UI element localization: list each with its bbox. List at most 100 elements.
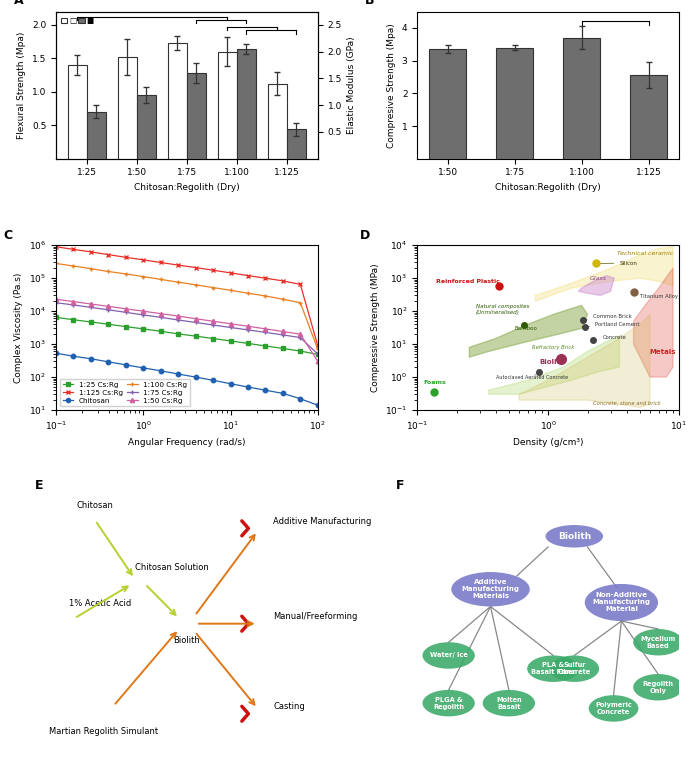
Bar xyxy=(630,75,667,158)
1:75 Cs:Rg xyxy=(69,300,78,309)
Text: Manual/Freeforming: Manual/Freeforming xyxy=(273,612,358,621)
1:25 Cs:Rg xyxy=(157,327,165,336)
1:50 Cs:Rg xyxy=(104,301,113,311)
Text: C: C xyxy=(4,229,13,242)
1:75 Cs:Rg xyxy=(261,328,270,337)
1:25 Cs:Rg xyxy=(314,349,322,359)
Text: Concrete: Concrete xyxy=(596,335,626,340)
1:50 Cs:Rg xyxy=(314,356,322,366)
1:75 Cs:Rg xyxy=(157,313,165,322)
Polygon shape xyxy=(469,305,587,357)
1:25 Cs:Rg xyxy=(52,313,60,322)
Chitosan xyxy=(314,400,322,410)
Text: PLA &
Basalt Fiber: PLA & Basalt Fiber xyxy=(531,662,575,675)
1:50 Cs:Rg xyxy=(174,312,183,321)
1:100 Cs:Rg xyxy=(296,298,304,308)
1:125 Cs:Rg xyxy=(261,274,270,283)
Text: Titanium Alloy: Titanium Alloy xyxy=(634,292,678,299)
1:125 Cs:Rg xyxy=(52,242,60,251)
1:75 Cs:Rg xyxy=(87,303,95,312)
Polygon shape xyxy=(536,247,673,301)
1:100 Cs:Rg xyxy=(209,283,217,292)
Ellipse shape xyxy=(634,674,683,700)
1:25 Cs:Rg xyxy=(279,344,287,353)
Bar xyxy=(118,57,137,158)
1:50 Cs:Rg xyxy=(191,314,200,323)
1:75 Cs:Rg xyxy=(174,315,183,325)
Text: Additive Manufacturing: Additive Manufacturing xyxy=(273,516,372,526)
1:50 Cs:Rg xyxy=(69,297,78,306)
Text: Chitosan: Chitosan xyxy=(77,501,113,510)
1:50 Cs:Rg xyxy=(122,304,130,313)
Ellipse shape xyxy=(423,642,475,669)
Text: Technical ceramic: Technical ceramic xyxy=(617,251,673,257)
Chitosan xyxy=(174,369,183,379)
Y-axis label: Compresive Strength (Mpa): Compresive Strength (Mpa) xyxy=(387,22,396,148)
Bar xyxy=(268,83,287,158)
1:50 Cs:Rg xyxy=(244,322,252,331)
Text: Biolith: Biolith xyxy=(174,635,200,645)
Text: Natural composites
(Unmineralised): Natural composites (Unmineralised) xyxy=(476,305,529,315)
Text: Non-Additive
Manufacturing
Material: Non-Additive Manufacturing Material xyxy=(592,592,650,612)
1:100 Cs:Rg xyxy=(314,345,322,354)
1:125 Cs:Rg xyxy=(191,263,200,272)
Ellipse shape xyxy=(483,690,535,717)
1:125 Cs:Rg xyxy=(87,247,95,257)
1:125 Cs:Rg xyxy=(122,253,130,262)
1:75 Cs:Rg xyxy=(191,318,200,327)
Chitosan xyxy=(104,357,113,366)
Chitosan xyxy=(279,389,287,398)
Bar xyxy=(187,73,206,158)
1:100 Cs:Rg xyxy=(122,269,130,278)
1:25 Cs:Rg xyxy=(69,315,78,325)
1:25 Cs:Rg xyxy=(261,342,270,351)
Line: 1:50 Cs:Rg: 1:50 Cs:Rg xyxy=(54,297,320,363)
Text: Biolith: Biolith xyxy=(539,359,565,365)
Text: Molten
Basalt: Molten Basalt xyxy=(496,696,522,710)
Polygon shape xyxy=(578,276,614,295)
Text: Common Brick: Common Brick xyxy=(586,315,631,319)
Line: 1:75 Cs:Rg: 1:75 Cs:Rg xyxy=(54,301,320,356)
Ellipse shape xyxy=(452,572,530,607)
1:25 Cs:Rg xyxy=(191,332,200,341)
Line: Chitosan: Chitosan xyxy=(54,351,320,407)
1:50 Cs:Rg xyxy=(87,299,95,308)
1:50 Cs:Rg xyxy=(226,319,234,329)
Bar xyxy=(429,49,466,158)
1:100 Cs:Rg xyxy=(139,272,148,281)
1:75 Cs:Rg xyxy=(122,308,130,317)
1:125 Cs:Rg xyxy=(244,271,252,281)
1:125 Cs:Rg xyxy=(279,276,287,285)
1:50 Cs:Rg xyxy=(157,309,165,318)
1:100 Cs:Rg xyxy=(226,286,234,295)
Line: 1:25 Cs:Rg: 1:25 Cs:Rg xyxy=(54,315,320,356)
Ellipse shape xyxy=(584,584,658,621)
Chitosan xyxy=(191,373,200,382)
Text: B: B xyxy=(365,0,374,7)
1:75 Cs:Rg xyxy=(104,305,113,315)
1:50 Cs:Rg xyxy=(296,329,304,339)
1:125 Cs:Rg xyxy=(69,245,78,254)
Text: 1% Acetic Acid: 1% Acetic Acid xyxy=(69,599,132,608)
Chitosan xyxy=(226,379,234,388)
1:100 Cs:Rg xyxy=(157,274,165,284)
Text: D: D xyxy=(360,229,370,242)
Chitosan xyxy=(52,349,60,358)
1:50 Cs:Rg xyxy=(139,307,148,316)
Chitosan xyxy=(209,376,217,385)
Text: Bamboo: Bamboo xyxy=(514,326,537,331)
1:100 Cs:Rg xyxy=(69,261,78,271)
1:25 Cs:Rg xyxy=(122,322,130,332)
Text: Reinforced Plastic: Reinforced Plastic xyxy=(436,279,500,284)
Text: Additive
Manufacturing
Materials: Additive Manufacturing Materials xyxy=(461,579,519,599)
1:50 Cs:Rg xyxy=(279,327,287,336)
Bar xyxy=(168,43,187,158)
Text: Portland Cement: Portland Cement xyxy=(587,322,640,327)
Line: 1:100 Cs:Rg: 1:100 Cs:Rg xyxy=(54,261,320,352)
Text: Sulfur
Concrete: Sulfur Concrete xyxy=(558,662,591,675)
Bar xyxy=(68,65,87,158)
Ellipse shape xyxy=(634,629,683,656)
Chitosan xyxy=(261,386,270,395)
Bar xyxy=(496,48,533,158)
Y-axis label: Complex Viscosity (Pa.s): Complex Viscosity (Pa.s) xyxy=(15,272,23,383)
